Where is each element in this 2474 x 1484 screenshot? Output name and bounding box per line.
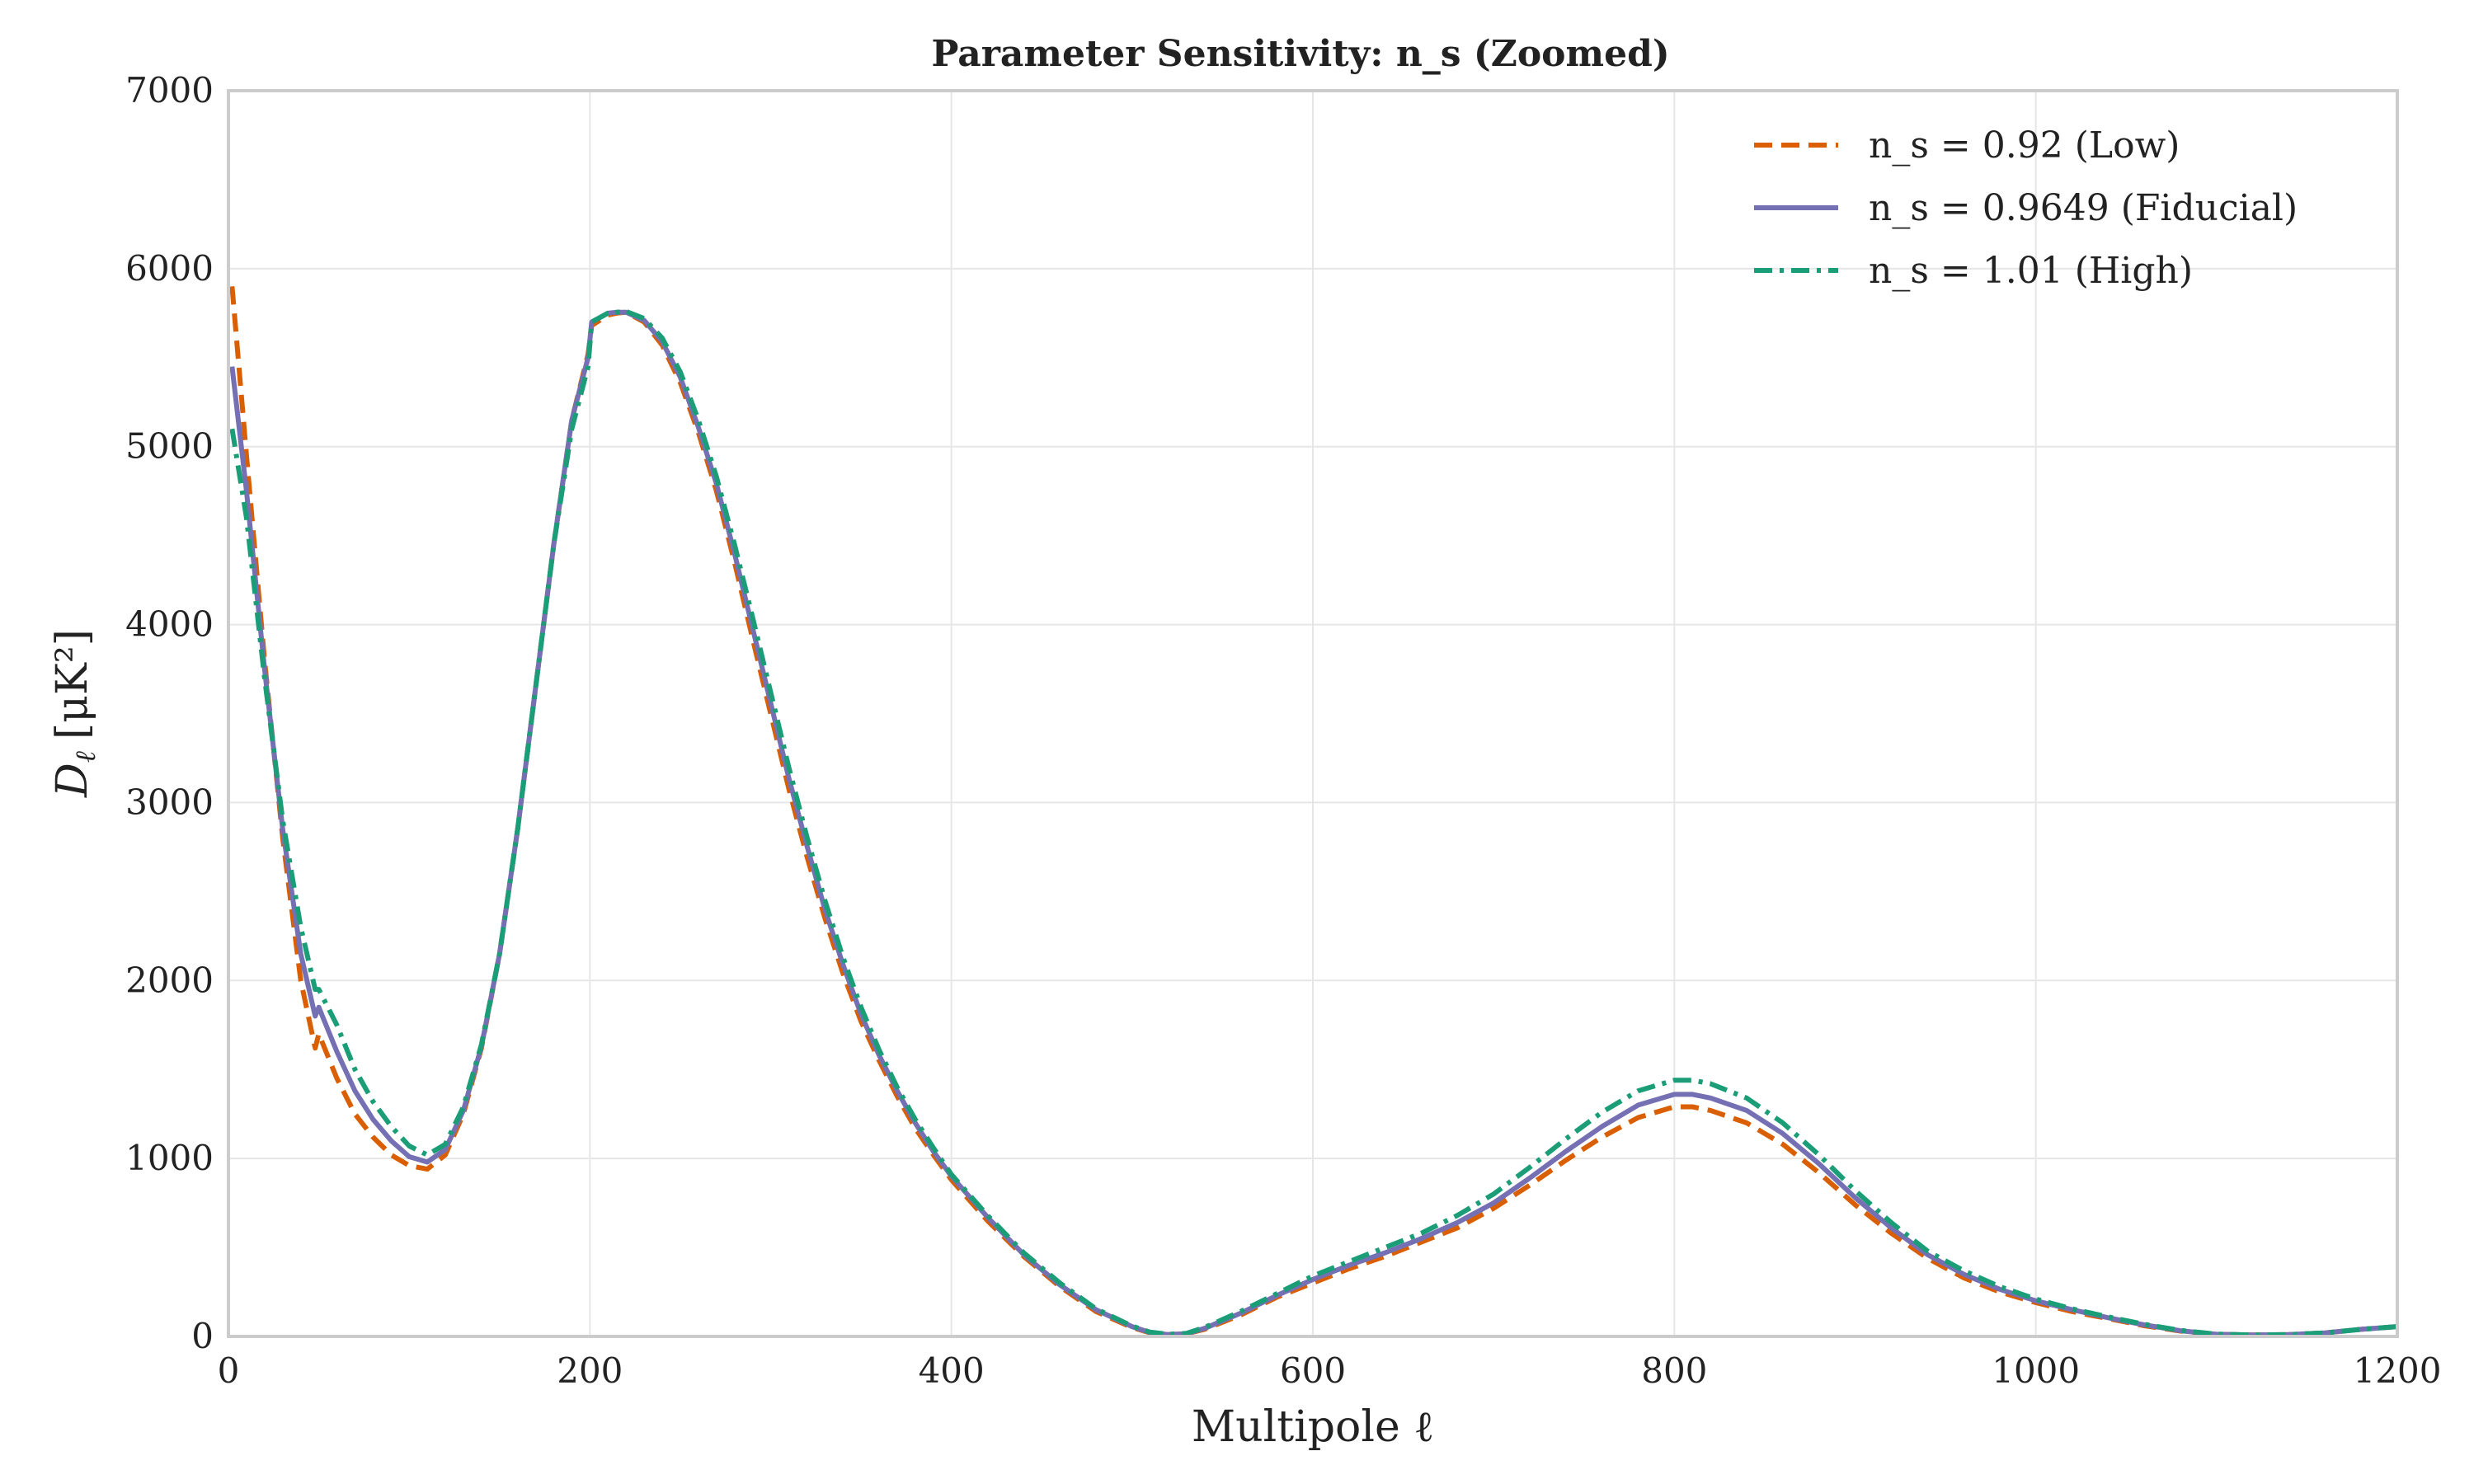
- x-tick-label: 200: [557, 1350, 623, 1391]
- y-tick-label: 3000: [125, 782, 214, 822]
- axis-ticks: 0 200 400 600 800 1000 1200 0 1000 2000 3000 4000 50…: [125, 70, 2441, 1391]
- x-tick-label: 0: [218, 1350, 240, 1391]
- y-tick-label: 6000: [125, 248, 214, 289]
- x-tick-label: 600: [1280, 1350, 1346, 1391]
- x-tick-label: 400: [919, 1350, 985, 1391]
- y-axis-label-unit: [μK²]: [48, 629, 97, 740]
- y-tick-label: 7000: [125, 70, 214, 110]
- y-tick-label: 5000: [125, 426, 214, 467]
- y-tick-label: 4000: [125, 604, 214, 645]
- plot-series: [229, 286, 2398, 1338]
- x-tick-label: 1200: [2354, 1350, 2442, 1391]
- y-axis-label: Dℓ [μK²]: [48, 629, 102, 798]
- plot-frame: [227, 89, 2399, 1338]
- y-tick-label: 1000: [125, 1138, 214, 1178]
- x-tick-label: 1000: [1992, 1350, 2080, 1391]
- y-tick-label: 2000: [125, 960, 214, 1000]
- legend: n_s = 0.92 (Low) n_s = 0.9649 (Fiducial) n…: [1754, 124, 2298, 292]
- legend-label-2: n_s = 1.01 (High): [1869, 250, 2193, 292]
- chart-title: Parameter Sensitivity: n_s (Zoomed): [931, 33, 1669, 75]
- x-tick-label: 800: [1641, 1350, 1707, 1391]
- series-line-2: [229, 308, 2398, 1338]
- y-axis-label-sub: ℓ: [69, 751, 102, 763]
- legend-label-0: n_s = 0.92 (Low): [1869, 124, 2180, 167]
- y-tick-label: 0: [191, 1316, 214, 1356]
- y-axis-label-main: D: [48, 763, 97, 798]
- legend-label-1: n_s = 0.9649 (Fiducial): [1869, 187, 2298, 229]
- x-axis-label: Multipole ℓ: [1192, 1402, 1434, 1452]
